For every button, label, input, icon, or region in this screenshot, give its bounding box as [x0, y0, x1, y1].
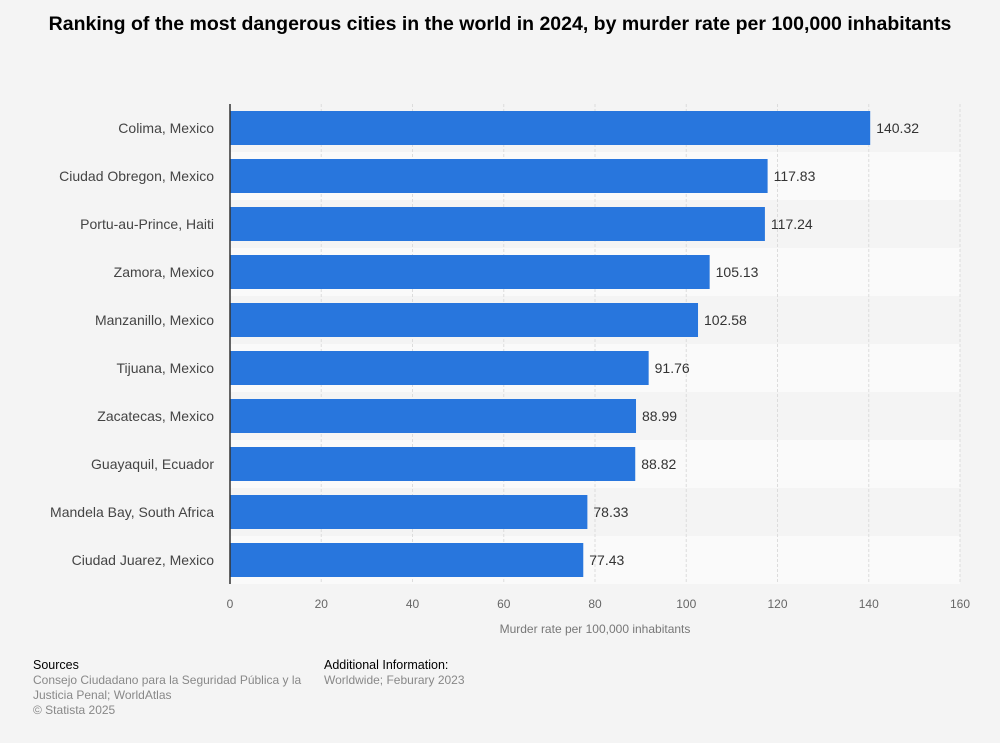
- additional-info-text: Worldwide; Feburary 2023: [324, 673, 465, 687]
- copyright: © Statista 2025: [33, 703, 116, 717]
- x-tick-label: 120: [767, 597, 787, 611]
- data-label: 77.43: [589, 552, 624, 568]
- category-label: Zamora, Mexico: [114, 264, 215, 280]
- bar: [230, 255, 710, 289]
- x-tick-label: 100: [676, 597, 696, 611]
- bar: [230, 495, 588, 529]
- data-label: 140.32: [876, 120, 919, 136]
- sources-block: Sources Consejo Ciudadano para la Seguri…: [33, 658, 318, 718]
- category-label: Mandela Bay, South Africa: [50, 504, 214, 520]
- bar: [230, 351, 649, 385]
- x-axis-label: Murder rate per 100,000 inhabitants: [500, 622, 691, 636]
- data-label: 91.76: [655, 360, 690, 376]
- bar: [230, 447, 636, 481]
- bar: [230, 159, 768, 193]
- additional-info-heading: Additional Information:: [324, 658, 449, 672]
- data-label: 88.82: [641, 456, 676, 472]
- category-label: Ciudad Obregon, Mexico: [59, 168, 214, 184]
- category-label: Zacatecas, Mexico: [97, 408, 214, 424]
- category-label: Portu-au-Prince, Haiti: [80, 216, 214, 232]
- data-label: 117.83: [774, 168, 816, 184]
- category-label: Guayaquil, Ecuador: [91, 456, 214, 472]
- bar: [230, 399, 637, 433]
- bar: [230, 111, 871, 145]
- x-tick-label: 140: [859, 597, 879, 611]
- additional-info-block: Additional Information: Worldwide; Febur…: [324, 658, 624, 688]
- bar: [230, 303, 699, 337]
- sources-heading: Sources: [33, 658, 79, 672]
- bar: [230, 207, 765, 241]
- chart-title: Ranking of the most dangerous cities in …: [48, 13, 952, 35]
- x-tick-label: 40: [406, 597, 420, 611]
- x-tick-label: 80: [588, 597, 602, 611]
- data-label: 88.99: [642, 408, 677, 424]
- data-label: 78.33: [593, 504, 628, 520]
- category-label: Tijuana, Mexico: [116, 360, 214, 376]
- data-label: 105.13: [716, 264, 759, 280]
- x-tick-label: 160: [950, 597, 970, 611]
- category-label: Colima, Mexico: [118, 120, 214, 136]
- data-label: 117.24: [771, 216, 813, 232]
- bar: [230, 543, 584, 577]
- x-tick-label: 60: [497, 597, 511, 611]
- data-label: 102.58: [704, 312, 747, 328]
- category-label: Manzanillo, Mexico: [95, 312, 214, 328]
- x-tick-label: 0: [227, 597, 234, 611]
- x-tick-label: 20: [315, 597, 329, 611]
- sources-text: Consejo Ciudadano para la Seguridad Públ…: [33, 673, 302, 702]
- category-label: Ciudad Juarez, Mexico: [72, 552, 215, 568]
